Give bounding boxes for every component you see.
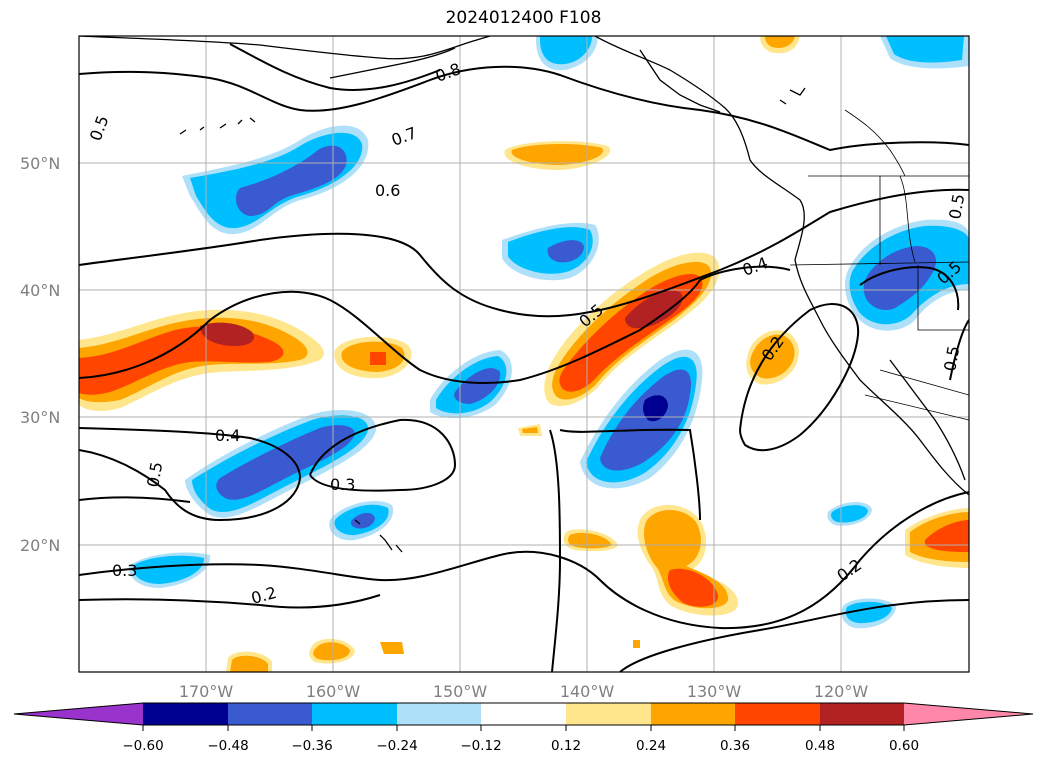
colorbar-tick-label: −0.48 [207,738,248,754]
colorbar: −0.60 −0.48 −0.36 −0.24 −0.12 0.12 0.24 … [13,702,1034,754]
lon-label: 130°W [687,682,742,701]
contour-lines [79,43,969,672]
colorbar-tick-label: 0.48 [805,738,835,754]
colorbar-segment [312,703,397,725]
contour-label: 0.6 [375,181,400,200]
latitude-labels: 50°N 40°N 30°N 20°N [20,154,60,555]
colorbar-segment [651,703,735,725]
contour-label: 0.4 [215,426,240,445]
lat-label: 40°N [20,281,60,300]
political-borders [789,109,969,421]
map-title: 2024012400 F108 [445,8,602,28]
colorbar-segment [481,703,566,725]
contour-label: 0.5 [940,344,963,372]
colorbar-tick-label: −0.12 [460,738,501,754]
colorbar-tick-label: −0.36 [291,738,332,754]
colorbar-segment [566,703,651,725]
colorbar-extend-max [904,703,1033,725]
colorbar-tick-label: −0.24 [376,738,417,754]
contour-label: 0.3 [330,475,355,494]
colorbar-tick-label: 0.12 [551,738,581,754]
colorbar-segment [228,703,312,725]
map-panel: 0.8 0.7 0.6 0.5 0.5 0.4 0.5 0.4 0.3 0.5 … [79,36,969,672]
lon-label: 160°W [306,682,361,701]
lon-label: 150°W [433,682,488,701]
lat-label: 20°N [20,536,60,555]
colorbar-segment [820,703,904,725]
lat-label: 50°N [20,154,60,173]
colorbar-segment [143,703,228,725]
colorbar-segment [397,703,481,725]
negative-anomaly-shading [129,36,969,629]
colorbar-tick-label: 0.24 [636,738,666,754]
map-frame [78,35,970,673]
lon-label: 170°W [179,682,234,701]
contour-label: 0.5 [945,192,968,220]
positive-anomaly-shading [79,36,969,672]
colorbar-segment [735,703,820,725]
lon-label: 140°W [560,682,615,701]
contour-label: 0.3 [112,561,137,580]
contour-label: 0.5 [143,460,166,488]
lon-label: 120°W [814,682,869,701]
colorbar-tick-label: 0.60 [889,738,919,754]
colorbar-tick-label: 0.36 [720,738,750,754]
colorbar-extend-min [14,703,143,725]
longitude-labels: 170°W 160°W 150°W 140°W 130°W 120°W [179,682,869,701]
lat-label: 30°N [20,408,60,427]
coastlines [79,36,969,553]
colorbar-tick-label: −0.60 [122,738,163,754]
